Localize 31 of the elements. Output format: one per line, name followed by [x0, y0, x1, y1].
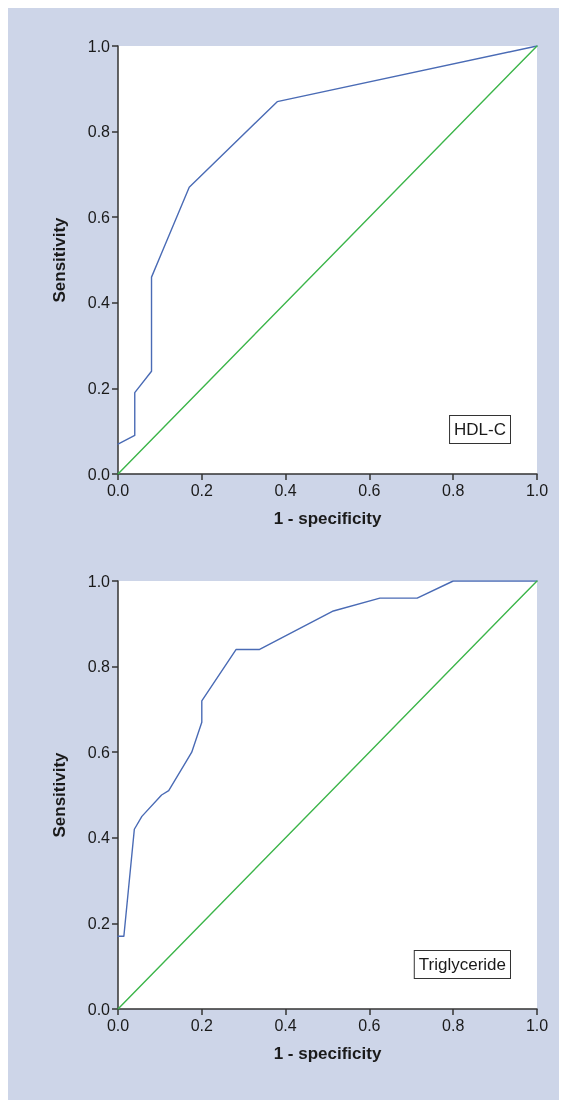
y-tick-label: 1.0 — [87, 572, 111, 590]
y-axis-title: Sensitivity — [50, 751, 69, 838]
y-tick-label: 0.2 — [87, 914, 111, 932]
y-tick-label: 1.0 — [87, 37, 111, 55]
annotation: HDL-C — [454, 420, 507, 439]
x-tick-label: 0.8 — [442, 481, 465, 499]
x-tick-label: 1.0 — [525, 1016, 549, 1034]
y-tick-label: 0.2 — [87, 379, 111, 397]
y-tick-label: 0.0 — [87, 1000, 111, 1018]
y-tick-label: 0.4 — [87, 829, 111, 847]
x-tick-label: 0.2 — [190, 1016, 214, 1034]
x-tick-label: 0.0 — [106, 481, 130, 499]
y-tick-label: 0.0 — [87, 465, 111, 483]
x-axis-title: 1 - specificity — [273, 509, 382, 528]
x-tick-label: 0.6 — [358, 481, 381, 499]
x-tick-label: 0.4 — [274, 1016, 297, 1034]
x-tick-label: 0.6 — [358, 1016, 381, 1034]
y-tick-label: 0.6 — [87, 208, 111, 226]
x-tick-label: 0.8 — [442, 1016, 465, 1034]
x-axis-title: 1 - specificity — [273, 1044, 382, 1063]
x-tick-label: 0.4 — [274, 481, 297, 499]
y-axis-title: Sensitivity — [50, 216, 69, 303]
y-tick-label: 0.8 — [87, 123, 111, 141]
y-tick-label: 0.4 — [87, 294, 111, 312]
line-series — [117, 580, 538, 937]
x-tick-label: 1.0 — [525, 481, 549, 499]
y-tick-label: 0.8 — [87, 658, 111, 676]
x-tick-label: 0.2 — [190, 481, 214, 499]
x-tick-label: 0.0 — [106, 1016, 130, 1034]
annotation: Triglyceride — [418, 955, 507, 974]
y-tick-label: 0.6 — [87, 743, 111, 761]
